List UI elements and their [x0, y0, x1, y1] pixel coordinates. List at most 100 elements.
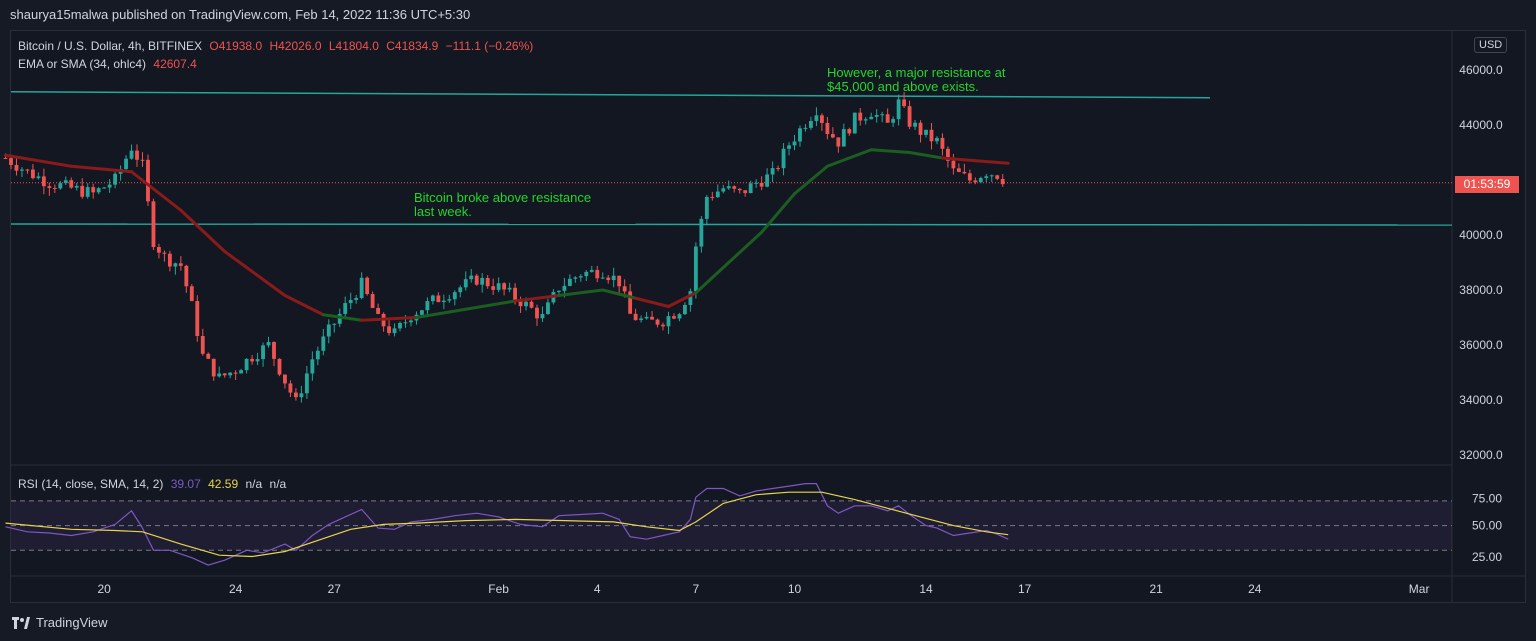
moving-average-segment — [223, 250, 287, 297]
rsi-tick-label: 75.00 — [1472, 491, 1502, 505]
candle-body — [398, 323, 402, 329]
candle-body — [693, 246, 698, 292]
candle-body — [704, 196, 709, 219]
candle-body — [770, 168, 775, 175]
candle-body — [967, 173, 972, 181]
candle-body — [266, 342, 271, 346]
candle-body — [409, 320, 413, 323]
candle-body — [326, 324, 331, 337]
candle-body — [891, 119, 896, 123]
candle-body — [984, 176, 989, 179]
candle-body — [896, 99, 901, 120]
moving-average-segment — [283, 294, 325, 317]
moving-average-segment — [760, 192, 797, 234]
candle-body — [293, 392, 298, 398]
moving-average-segment — [666, 291, 698, 308]
time-tick-label: 17 — [1018, 582, 1032, 596]
candle-body — [759, 182, 764, 187]
footer: TradingView — [0, 605, 1536, 641]
candle-body — [809, 121, 813, 128]
candle-body — [20, 169, 24, 171]
candle-body — [135, 150, 139, 160]
chart-frame[interactable] — [10, 30, 1526, 603]
candle-body — [129, 150, 134, 159]
candle-body — [140, 159, 145, 161]
candle-body — [935, 137, 939, 142]
candle-body — [124, 158, 128, 170]
candle-body — [343, 303, 348, 314]
axes: 46000.0 44000.0 40000.0 38000.0 36000.0 34000… — [97, 63, 1503, 596]
candle-body — [474, 275, 479, 285]
candle-body — [847, 129, 852, 134]
tradingview-logo-icon — [12, 616, 30, 629]
ma-name[interactable]: EMA or SMA (34, ohlc4) — [18, 57, 147, 71]
candle-body — [102, 187, 107, 189]
moving-average-segment — [694, 261, 731, 295]
support-annotation-line-2: last week. — [414, 204, 472, 219]
time-tick-label: 24 — [1248, 582, 1262, 596]
candle-body — [332, 323, 337, 325]
candle-body — [14, 164, 19, 171]
moving-average-segment — [973, 159, 1010, 165]
rsi-name[interactable]: RSI (14, close, SMA, 14, 2) — [18, 477, 164, 491]
candle-body — [47, 186, 52, 188]
resistance-lines — [10, 91, 1453, 226]
candle-body — [710, 196, 715, 198]
rsi-ma-line — [5, 491, 1009, 558]
candle-body — [206, 353, 211, 359]
candle-body — [30, 169, 35, 179]
candle-body — [913, 122, 917, 127]
candle-body — [480, 277, 485, 285]
candle-body — [348, 299, 353, 304]
candle-body — [157, 247, 161, 253]
candle-body — [518, 299, 523, 307]
candle-body — [85, 187, 90, 197]
candle-body — [315, 350, 320, 360]
change-value: −111.1 (−0.26%) — [445, 39, 534, 53]
rsi-tick-label: 25.00 — [1472, 550, 1502, 564]
candle-body — [524, 301, 528, 307]
candle-body — [885, 114, 890, 123]
resistance-annotation[interactable]: However, a major resistance at $45,000 a… — [827, 66, 1005, 94]
candle-body — [573, 277, 578, 279]
grid-lines — [11, 31, 1525, 602]
time-tick-label: 21 — [1149, 582, 1163, 596]
moving-average-segment — [513, 294, 561, 303]
moving-average-segment — [557, 288, 605, 297]
candle-body — [222, 373, 227, 376]
candle-body — [858, 112, 863, 121]
candle-body — [9, 158, 13, 165]
candle-body — [836, 137, 841, 147]
candle-body — [250, 358, 254, 362]
resistance-line-lower — [10, 223, 1453, 226]
time-tick-label: 20 — [97, 582, 111, 596]
candle-body — [595, 269, 600, 279]
candle-body — [567, 278, 572, 286]
candle-body — [765, 174, 770, 187]
candle-body — [852, 112, 857, 134]
symbol-label[interactable]: Bitcoin / U.S. Dollar, 4h, BITFINEX — [18, 39, 203, 53]
price-tick-label: 44000.0 — [1459, 118, 1503, 132]
high-value: H42026.0 — [269, 39, 322, 53]
candle-body — [907, 106, 912, 127]
candle-body — [436, 295, 441, 303]
candle-body — [666, 316, 671, 327]
candle-body — [841, 129, 846, 147]
time-tick-label: 24 — [229, 582, 243, 596]
rsi-tick-label: 50.00 — [1472, 519, 1502, 533]
candle-body — [69, 180, 74, 188]
moving-average-segment — [793, 164, 829, 196]
tradingview-logo[interactable]: TradingView — [12, 615, 108, 630]
support-annotation[interactable]: Bitcoin broke above resistance last week… — [414, 191, 591, 219]
rsi-ma-value: 42.59 — [208, 477, 239, 491]
publish-line: shaurya15malwa published on TradingView.… — [10, 7, 471, 22]
candle-body — [184, 265, 189, 287]
moving-average-segment — [464, 299, 517, 311]
currency-badge[interactable]: USD — [1474, 37, 1508, 53]
candle-body — [787, 145, 791, 149]
time-tick-label: Feb — [488, 582, 509, 596]
moving-average-segment — [940, 156, 977, 163]
rsi-pane — [5, 483, 1452, 566]
candle-body — [633, 313, 638, 321]
